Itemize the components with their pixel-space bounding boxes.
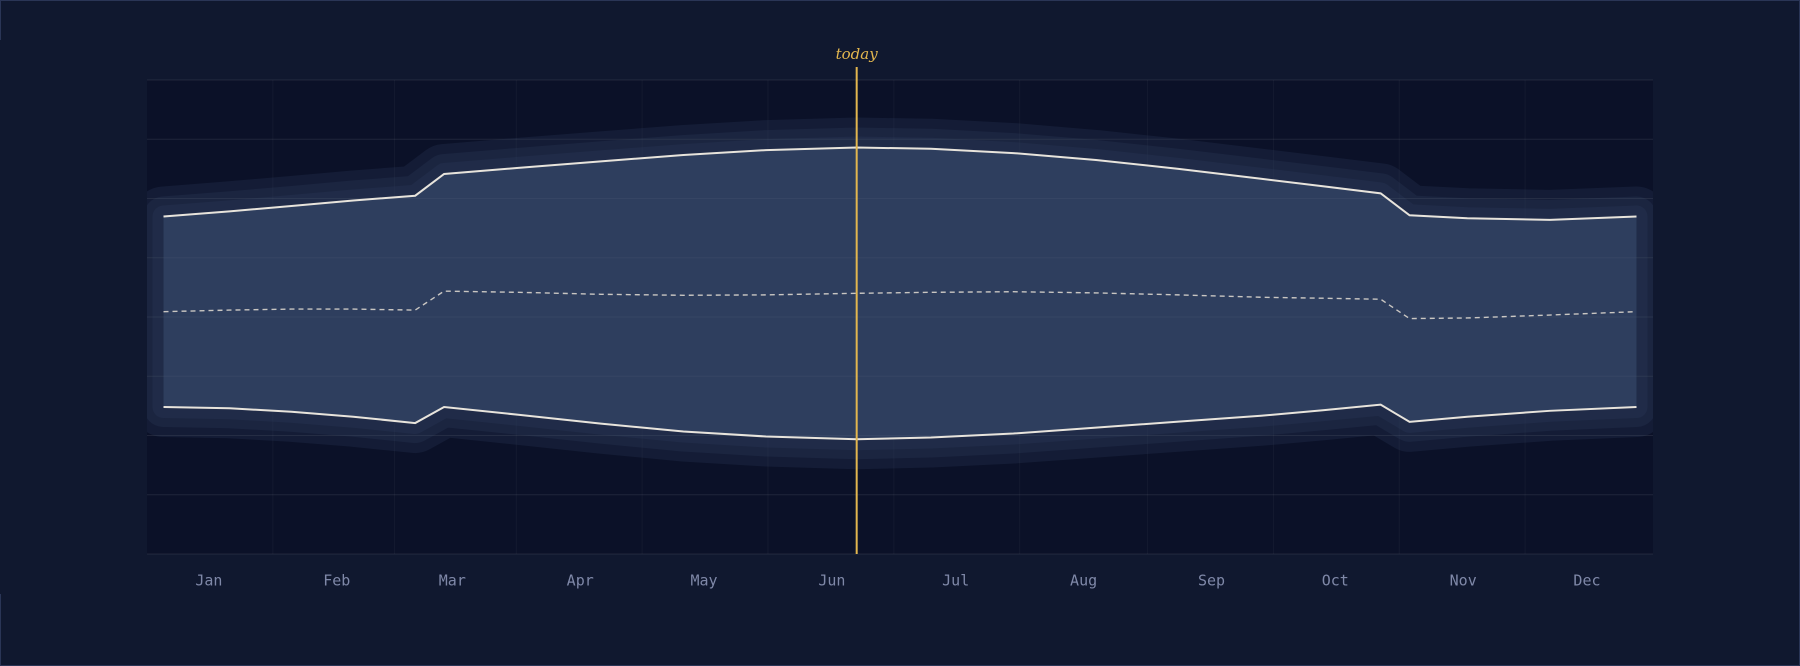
x-tick-label: Jun [818, 572, 845, 590]
plot-edge-mask-left [0, 40, 147, 594]
x-tick-label: Apr [567, 572, 594, 590]
x-tick-label: Jul [942, 572, 969, 590]
sun-line [163, 403, 1637, 441]
noon-line [163, 290, 1637, 320]
x-tick-label: Sep [1198, 572, 1225, 590]
x-tick-label: Feb [323, 572, 350, 590]
x-tick-label: Oct [1322, 572, 1349, 590]
plot-edge-mask-right [1653, 40, 1799, 594]
sun-line [163, 146, 1637, 221]
x-tick-label: Dec [1573, 572, 1600, 590]
x-tick-label: Mar [439, 572, 466, 590]
x-tick-label: May [690, 572, 717, 590]
x-tick-label: Jan [195, 572, 222, 590]
x-tick-label: Aug [1070, 572, 1097, 590]
x-tick-label: Nov [1450, 572, 1477, 590]
today-label: today [836, 45, 879, 63]
